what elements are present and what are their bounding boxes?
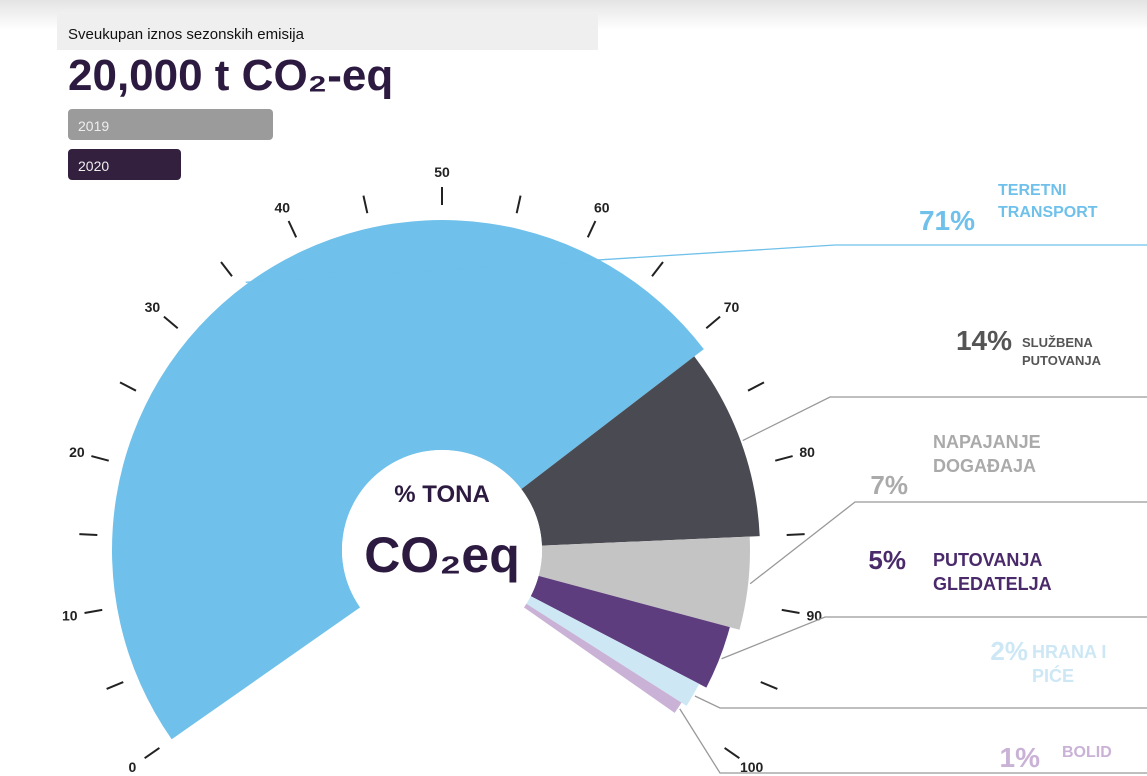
callout-line: [749, 501, 1147, 585]
series-name: HRANA I PIĆE: [1032, 642, 1107, 687]
center-label-main: CO₂eq: [364, 527, 520, 583]
gauge-segment: [112, 220, 704, 740]
tick-mark: [163, 315, 179, 330]
tick-mark: [724, 747, 740, 760]
callout-line: [679, 708, 1147, 774]
tick-mark: [774, 455, 793, 462]
tick-mark: [144, 747, 160, 760]
value-label: 71%: [918, 205, 975, 236]
series-name: BOLID: [1062, 744, 1112, 761]
tick-mark: [781, 608, 800, 615]
tick-label: 70: [724, 299, 740, 315]
value-label: 1%: [999, 742, 1040, 773]
headline: 20,000 t CO₂-eq: [68, 51, 393, 100]
tick-label: 20: [69, 444, 85, 460]
tick-mark: [84, 608, 103, 615]
series-name: PUTOVANJA GLEDATELJA: [933, 550, 1052, 595]
tick-label: 10: [62, 608, 78, 624]
tick-mark: [786, 533, 805, 536]
title-box: [57, 14, 598, 50]
tick-mark: [705, 315, 721, 330]
series-name: TERETNI TRANSPORT: [998, 182, 1098, 221]
tick-mark: [747, 381, 765, 392]
legend-label: 2019: [78, 118, 109, 134]
value-label: 14%: [955, 325, 1012, 356]
tick-mark: [362, 195, 369, 214]
tick-label: 30: [145, 299, 161, 315]
series-name: NAPAJANJE DOGAĐAJA: [933, 432, 1041, 477]
tick-mark: [91, 455, 110, 462]
value-label: 7%: [870, 470, 908, 500]
gauge-segment: [521, 356, 760, 546]
callout-line: [721, 616, 1147, 660]
callout-line: [245, 244, 1147, 283]
tick-label: 60: [594, 199, 610, 215]
tick-label: 50: [434, 164, 450, 180]
tick-label: 80: [799, 444, 815, 460]
center-hole: [342, 450, 542, 650]
tick-label: 0: [128, 759, 136, 775]
tick-label: 40: [274, 199, 290, 215]
callout-line: [694, 695, 1147, 709]
tick-mark: [586, 220, 597, 238]
gauge-segment: [538, 536, 750, 630]
tick-mark: [79, 533, 98, 536]
tick-mark: [515, 195, 522, 214]
center-label-top: % TONA: [394, 481, 490, 508]
gauge-segment: [523, 603, 682, 713]
tick-mark: [220, 261, 233, 277]
legend-label: 2020: [78, 158, 109, 174]
tick-mark: [287, 220, 298, 238]
legend-swatch: [68, 109, 273, 140]
callout-line: [742, 396, 1147, 442]
tick-label: 100: [740, 759, 764, 775]
tick-mark: [760, 681, 778, 690]
tick-mark: [651, 261, 664, 277]
legend-swatch: [68, 149, 181, 180]
gauge-segment: [530, 575, 730, 688]
gauge-segment: [526, 596, 700, 706]
series-name: SLUŽBENA PUTOVANJA: [1022, 335, 1101, 368]
tick-mark: [106, 681, 124, 690]
value-label: 5%: [868, 545, 906, 575]
tick-mark: [119, 381, 137, 392]
value-label: 2%: [990, 636, 1028, 666]
chart-title: Sveukupan iznos sezonskih emisija: [68, 26, 305, 43]
